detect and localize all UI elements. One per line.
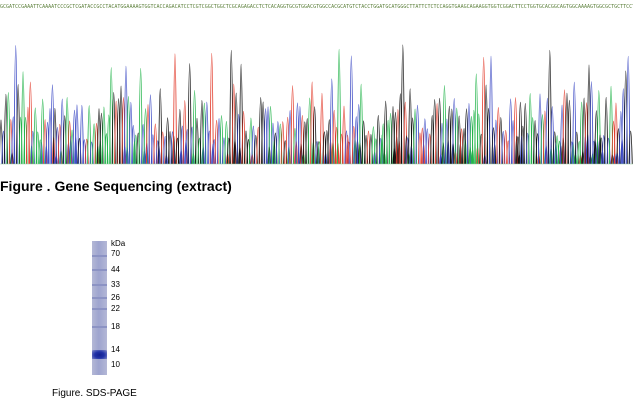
trace-peak — [550, 106, 555, 165]
marker-label-44: 44 — [111, 265, 120, 274]
marker-label-26: 26 — [111, 293, 120, 302]
trace-peak — [604, 96, 609, 165]
marker-band-44 — [92, 269, 107, 271]
protein-band — [92, 350, 107, 359]
trace-peak — [376, 115, 381, 165]
trace-peak — [290, 85, 295, 165]
kda-unit-label: kDa — [111, 239, 126, 248]
trace-peak — [158, 88, 163, 165]
trace-peak — [337, 48, 342, 165]
marker-label-33: 33 — [111, 280, 120, 289]
trace-peak — [239, 64, 244, 165]
gene-sequencing-caption: Figure . Gene Sequencing (extract) — [0, 178, 232, 194]
trace-peak — [349, 55, 354, 165]
trace-peak — [319, 92, 324, 165]
marker-band-33 — [92, 284, 107, 286]
trace-peak-minor — [132, 141, 137, 165]
trace-peak — [182, 100, 187, 165]
trace-peak — [513, 97, 518, 165]
trace-peak — [400, 44, 405, 165]
trace-peak-minor — [404, 135, 409, 165]
trace-peak — [488, 56, 494, 165]
trace-peak-minor — [554, 142, 558, 165]
trace-peak — [74, 104, 79, 165]
trace-peak — [209, 52, 214, 165]
marker-label-22: 22 — [111, 304, 120, 313]
marker-band-26 — [92, 297, 107, 299]
trace-peak — [359, 84, 364, 165]
trace-peak — [626, 56, 631, 165]
trace-peak-minor — [515, 135, 519, 165]
trace-peak — [403, 101, 408, 165]
trace-peak — [312, 106, 317, 165]
trace-peak — [547, 49, 552, 165]
trace-peak — [609, 86, 614, 165]
trace-peak-minor — [520, 135, 524, 165]
trace-peak — [442, 85, 447, 165]
trace-peak-minor — [316, 141, 320, 165]
trace-peak — [596, 90, 601, 165]
trace-peak-minor — [380, 134, 384, 165]
trace-peak-minor — [598, 134, 602, 165]
trace-peak — [187, 63, 192, 165]
trace-peak — [87, 105, 92, 165]
trace-peak — [572, 82, 577, 165]
trace-peak — [172, 53, 177, 165]
sequencing-chromatogram — [0, 44, 633, 165]
trace-peak — [204, 101, 209, 165]
trace-peak — [567, 99, 572, 165]
marker-band-70 — [92, 255, 107, 257]
trace-peak-minor — [272, 140, 276, 165]
sds-page-caption: Figure. SDS-PAGE — [52, 388, 137, 399]
sds-page-gel-lane — [92, 241, 107, 375]
trace-peak — [628, 130, 633, 165]
marker-band-18 — [92, 326, 107, 328]
marker-label-14: 14 — [111, 345, 120, 354]
sequence-readout: GCGATCCGAAATTCAAAATCCCGCTCGATACCGCCTACAT… — [0, 4, 633, 10]
trace-peak — [16, 84, 21, 165]
trace-peak — [101, 106, 106, 165]
trace-peak-minor — [346, 135, 350, 165]
trace-peak — [474, 73, 479, 165]
trace-peak — [79, 105, 84, 165]
trace-peak — [148, 94, 153, 165]
trace-peak — [28, 81, 33, 165]
marker-band-22 — [92, 308, 107, 310]
trace-peak — [21, 71, 26, 165]
trace-peak-minor — [69, 136, 73, 165]
trace-peak — [415, 105, 420, 165]
trace-peak — [589, 81, 594, 165]
marker-label-18: 18 — [111, 322, 120, 331]
marker-label-10: 10 — [111, 360, 120, 369]
trace-peak — [138, 68, 143, 165]
trace-peak — [523, 103, 528, 165]
marker-label-70: 70 — [111, 249, 120, 258]
trace-peak-minor — [211, 143, 215, 165]
